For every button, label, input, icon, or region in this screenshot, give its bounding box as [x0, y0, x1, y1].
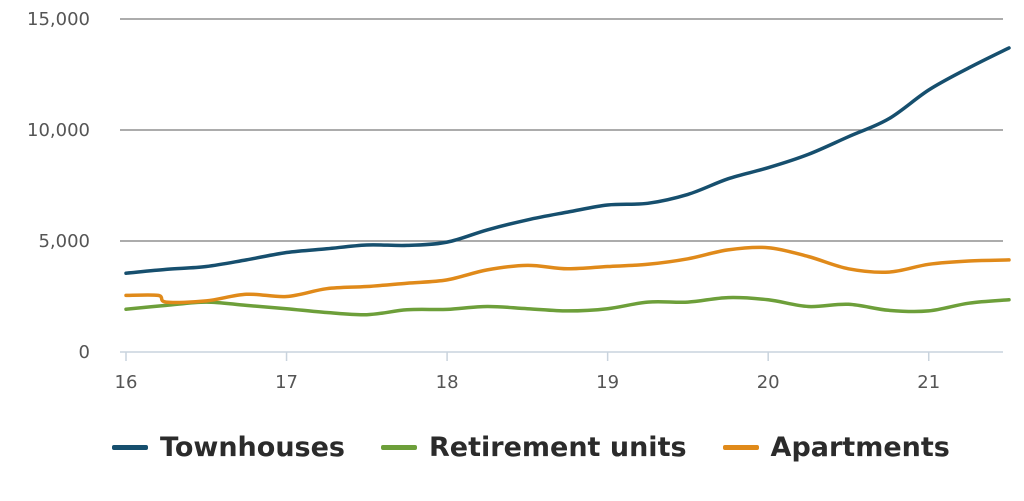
y-tick-label: 5,000 [38, 231, 90, 252]
series-line-apartments [124, 245, 1011, 305]
y-tick-label: 0 [79, 342, 90, 363]
series-lines [124, 46, 1011, 317]
x-tick-label: 20 [757, 372, 780, 393]
x-tick-label: 17 [275, 372, 298, 393]
legend-label: Retirement units [429, 432, 687, 463]
legend-swatch [381, 445, 417, 450]
legend-item: Townhouses [112, 432, 345, 463]
x-tick-label: 16 [115, 372, 138, 393]
y-tick-label: 15,000 [27, 9, 90, 30]
gridlines [120, 18, 1003, 353]
legend-label: Townhouses [160, 432, 345, 463]
legend-swatch [722, 445, 759, 450]
legend-item: Apartments [722, 432, 950, 463]
y-axis-ticks: 0 5,000 10,000 15,000 [27, 9, 90, 363]
x-tick-label: 18 [436, 372, 459, 393]
legend-item: Retirement units [381, 432, 687, 463]
legend-swatch [112, 445, 148, 450]
legend: Townhouses Retirement units Apartments [112, 432, 986, 463]
legend-label: Apartments [770, 432, 950, 463]
y-tick-label: 10,000 [27, 120, 90, 141]
series-line-townhouses [124, 46, 1011, 275]
x-tick-label: 21 [917, 372, 940, 393]
x-axis-ticks: 16 17 18 19 20 21 [115, 352, 940, 393]
x-tick-label: 19 [596, 372, 619, 393]
series-line-retirement-units [124, 295, 1011, 317]
